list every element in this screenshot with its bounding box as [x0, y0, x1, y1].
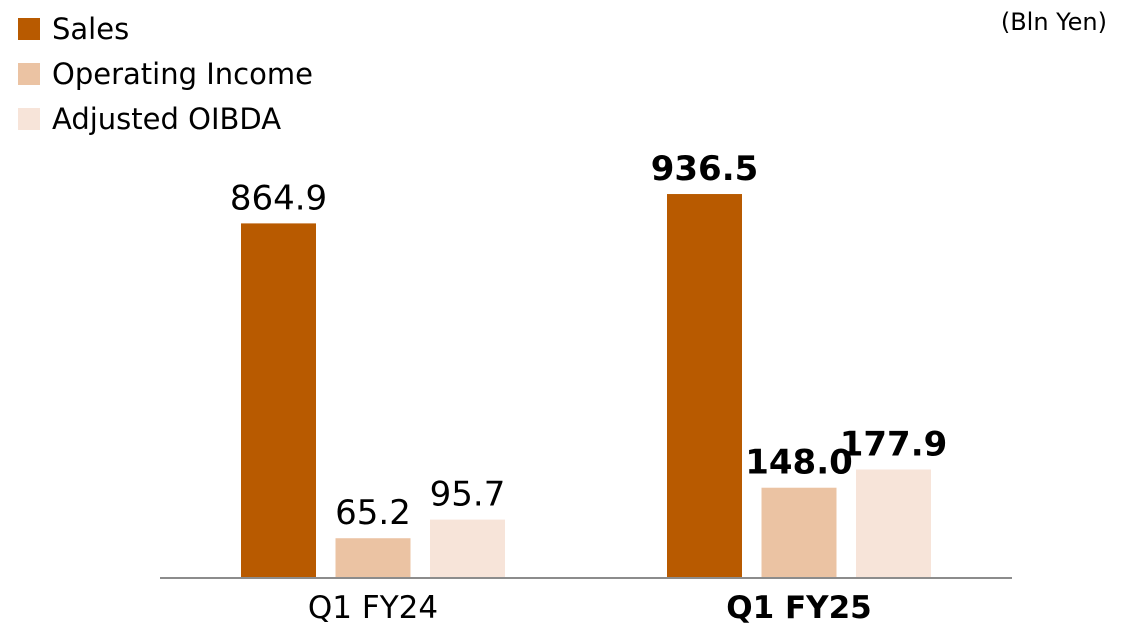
bar-operating-income [761, 487, 837, 578]
bar-adjusted-oibda [430, 519, 505, 578]
legend-label: Adjusted OIBDA [52, 101, 282, 136]
legend-swatch [18, 107, 40, 130]
bar-operating-income [335, 538, 411, 578]
category-label: Q1 FY25 [726, 590, 871, 626]
legend: Sales Operating Income Adjusted OIBDA [18, 6, 313, 141]
legend-label: Operating Income [52, 56, 313, 91]
data-label: 95.7 [430, 475, 506, 515]
legend-swatch [18, 17, 40, 40]
category-label: Q1 FY24 [308, 590, 438, 626]
bar-sales [241, 223, 316, 579]
legend-item-operating-income: Operating Income [18, 51, 313, 96]
data-label: 65.2 [335, 493, 411, 533]
bar-sales [667, 194, 742, 578]
data-label: 148.0 [745, 443, 853, 483]
unit-label: (Bln Yen) [1000, 8, 1107, 36]
legend-item-sales: Sales [18, 6, 313, 51]
data-label: 177.9 [840, 424, 948, 464]
bar-adjusted-oibda [856, 469, 931, 578]
data-label: 936.5 [651, 149, 759, 189]
legend-swatch [18, 62, 40, 85]
legend-label: Sales [52, 11, 130, 46]
data-label: 864.9 [230, 178, 327, 218]
legend-item-adjusted-oibda: Adjusted OIBDA [18, 96, 313, 141]
